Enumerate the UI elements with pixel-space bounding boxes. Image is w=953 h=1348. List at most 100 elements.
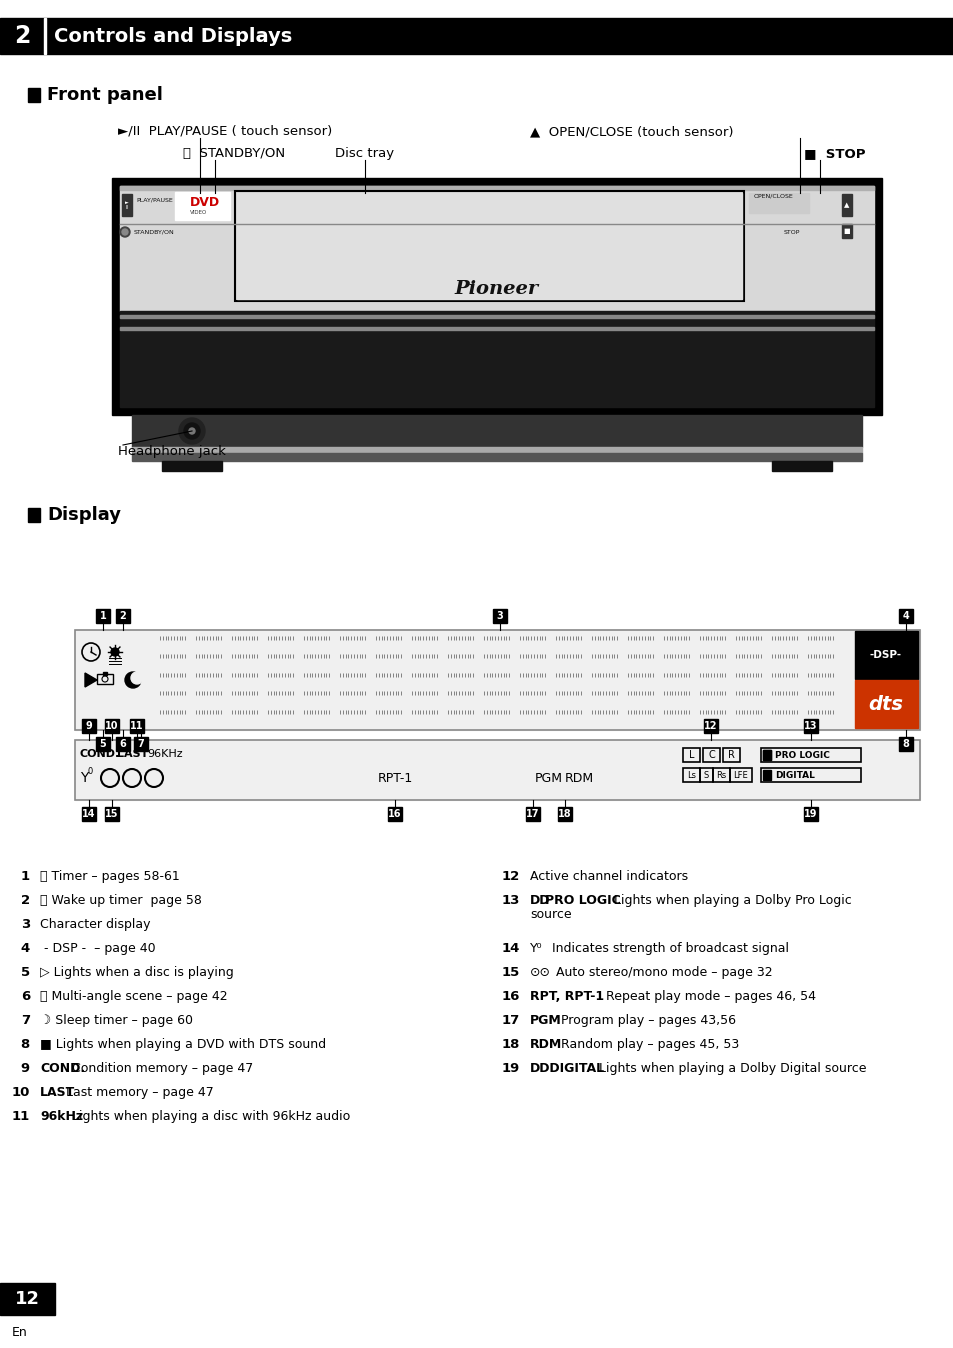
Text: ⏱ Timer – pages 58-61: ⏱ Timer – pages 58-61 — [40, 869, 179, 883]
Text: 7: 7 — [137, 739, 144, 749]
Text: RPT-1: RPT-1 — [377, 771, 413, 785]
Bar — [96, 737, 110, 751]
Text: Ls: Ls — [686, 771, 696, 779]
Text: PGM: PGM — [530, 1014, 561, 1027]
Text: OPEN/CLOSE: OPEN/CLOSE — [753, 194, 793, 198]
Bar — [388, 807, 401, 821]
Text: C: C — [707, 749, 714, 760]
Text: Controls and Displays: Controls and Displays — [54, 27, 292, 46]
Bar — [132, 415, 862, 448]
Text: LFE: LFE — [733, 771, 747, 779]
Text: Disc tray: Disc tray — [335, 147, 394, 160]
Bar — [748, 193, 808, 213]
Bar — [112, 178, 882, 415]
Polygon shape — [85, 673, 97, 687]
Text: 13: 13 — [501, 894, 519, 907]
Bar — [132, 448, 862, 453]
Bar — [162, 461, 222, 470]
Bar — [97, 674, 112, 683]
Text: Auto stereo/mono mode – page 32: Auto stereo/mono mode – page 32 — [552, 967, 772, 979]
Bar — [116, 609, 130, 623]
Text: 15: 15 — [105, 809, 118, 820]
Bar — [82, 718, 96, 733]
Bar — [120, 315, 873, 318]
Text: dts: dts — [867, 694, 902, 713]
Text: Random play – pages 45, 53: Random play – pages 45, 53 — [557, 1038, 739, 1051]
Text: 12: 12 — [14, 1290, 39, 1308]
Bar — [841, 224, 851, 239]
Text: 14: 14 — [501, 942, 519, 954]
Text: PRO LOGIC: PRO LOGIC — [774, 751, 829, 759]
Text: S: S — [703, 771, 708, 779]
Bar — [105, 807, 119, 821]
Circle shape — [131, 673, 143, 683]
Bar — [28, 508, 40, 522]
Bar — [762, 770, 770, 780]
Text: Rs: Rs — [716, 771, 726, 779]
Text: R: R — [727, 749, 734, 760]
Text: ⊙⊙: ⊙⊙ — [530, 967, 551, 979]
Circle shape — [184, 423, 200, 439]
Bar — [130, 718, 144, 733]
Text: 10: 10 — [11, 1086, 30, 1099]
Text: 96KHz: 96KHz — [147, 749, 182, 759]
Text: 12: 12 — [501, 869, 519, 883]
Text: Last memory – page 47: Last memory – page 47 — [62, 1086, 213, 1099]
Text: LAST: LAST — [117, 749, 149, 759]
Text: 11: 11 — [131, 721, 144, 731]
Text: 9: 9 — [21, 1062, 30, 1074]
Bar — [116, 737, 130, 751]
Text: ☽ Sleep timer – page 60: ☽ Sleep timer – page 60 — [40, 1014, 193, 1027]
Text: En: En — [12, 1326, 28, 1340]
Bar — [682, 768, 700, 782]
Text: RDM: RDM — [564, 771, 594, 785]
Circle shape — [189, 429, 194, 434]
Text: 3: 3 — [497, 611, 503, 621]
Text: ■ Lights when playing a DVD with DTS sound: ■ Lights when playing a DVD with DTS sou… — [40, 1038, 326, 1051]
Text: dts: dts — [753, 198, 765, 208]
Text: Lights when playing a Dolby Pro Logic: Lights when playing a Dolby Pro Logic — [609, 894, 851, 907]
Text: 16: 16 — [501, 989, 519, 1003]
Text: Display: Display — [47, 506, 121, 524]
Text: 0: 0 — [88, 767, 93, 776]
Bar — [762, 749, 770, 760]
Bar — [0, 18, 953, 54]
Text: VIDEO: VIDEO — [190, 209, 207, 214]
Text: PLAY/PAUSE: PLAY/PAUSE — [136, 198, 172, 202]
Text: DIGITAL: DIGITAL — [544, 1062, 603, 1074]
Text: Indicates strength of broadcast signal: Indicates strength of broadcast signal — [547, 942, 788, 954]
Text: RPT, RPT-1: RPT, RPT-1 — [530, 989, 603, 1003]
Text: ■: ■ — [842, 228, 849, 235]
Text: 3: 3 — [21, 918, 30, 931]
Text: 2: 2 — [13, 24, 30, 49]
Bar — [762, 749, 770, 760]
Text: 15: 15 — [501, 967, 519, 979]
Text: 19: 19 — [501, 1062, 519, 1074]
Text: ⏻  STANDBY/ON: ⏻ STANDBY/ON — [183, 147, 285, 160]
Text: DIGITAL: DIGITAL — [774, 771, 814, 779]
Bar — [803, 807, 817, 821]
Text: RDM: RDM — [530, 1038, 561, 1051]
Bar — [174, 191, 230, 220]
Text: Active channel indicators: Active channel indicators — [530, 869, 687, 883]
Text: Front panel: Front panel — [47, 86, 163, 104]
Bar — [854, 631, 917, 679]
Bar — [120, 328, 873, 330]
Text: 18: 18 — [501, 1038, 519, 1051]
Circle shape — [120, 226, 130, 237]
Text: 4: 4 — [21, 942, 30, 954]
Text: STOP: STOP — [783, 229, 800, 235]
Bar — [712, 768, 729, 782]
Text: LAST: LAST — [40, 1086, 75, 1099]
Bar — [105, 718, 119, 733]
Text: 🌅 Wake up timer  page 58: 🌅 Wake up timer page 58 — [40, 894, 202, 907]
Text: 7: 7 — [21, 1014, 30, 1027]
Text: Headphone jack: Headphone jack — [118, 445, 226, 458]
Bar — [493, 609, 506, 623]
Bar — [760, 748, 861, 762]
Bar — [702, 748, 720, 762]
Bar — [525, 807, 539, 821]
Bar — [103, 673, 107, 675]
Text: 12: 12 — [703, 721, 717, 731]
Bar — [558, 807, 572, 821]
